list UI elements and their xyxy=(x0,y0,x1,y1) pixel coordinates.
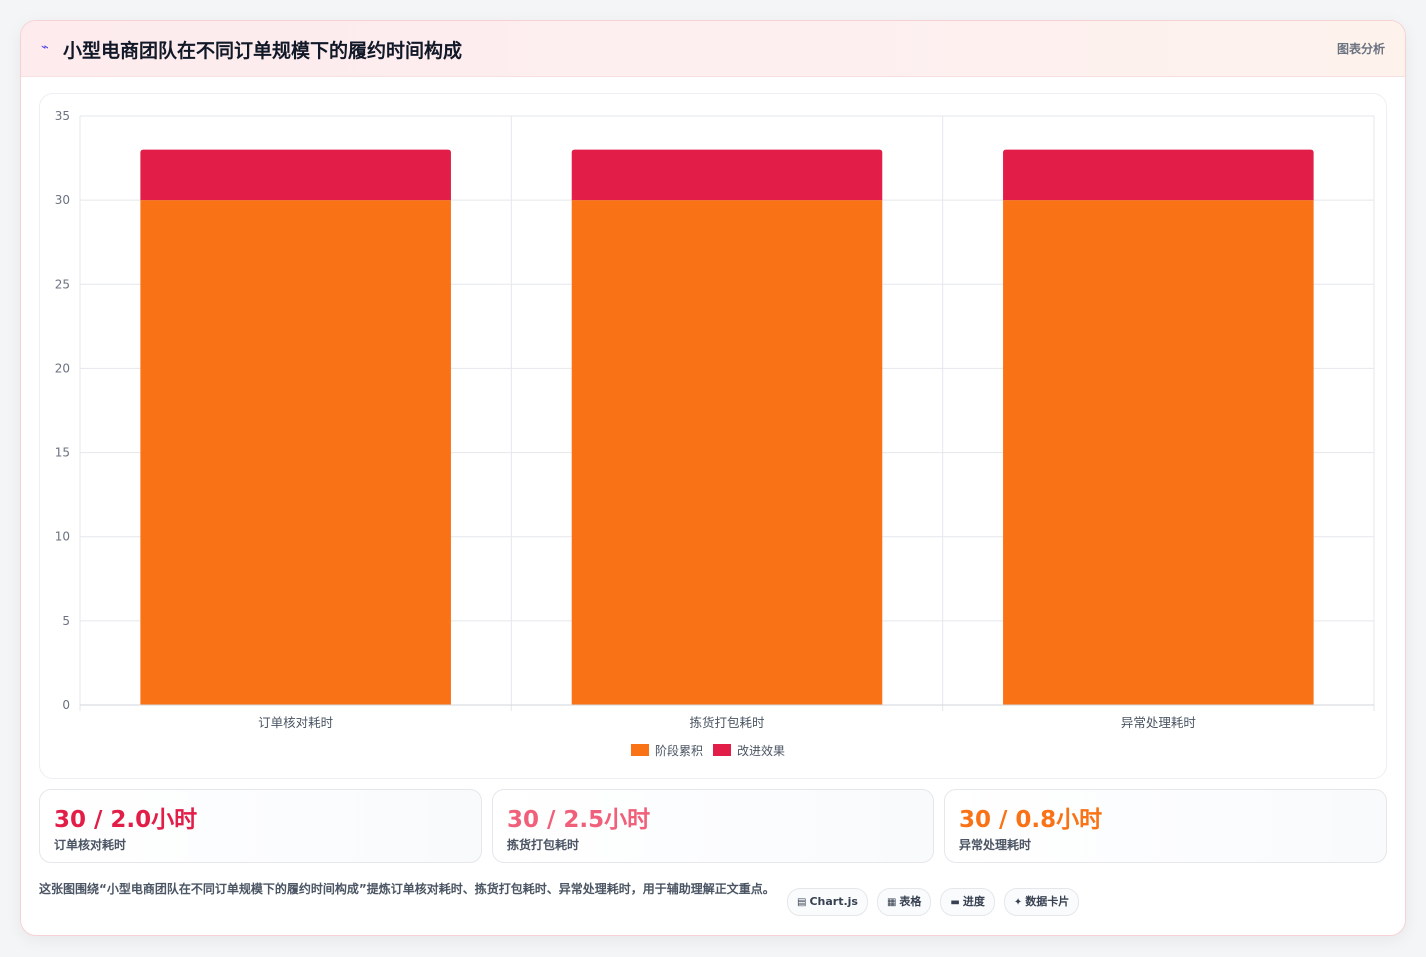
legend-label[interactable]: 改进效果 xyxy=(737,743,785,758)
chart-icon: ▤ xyxy=(797,897,807,908)
legend-label[interactable]: 阶段累积 xyxy=(655,743,703,758)
tag-data-card[interactable]: ✦ 数据卡片 xyxy=(1003,888,1080,916)
y-tick-label: 0 xyxy=(62,698,70,712)
stat-card-order-check: 30 / 2.0小时 订单核对耗时 xyxy=(39,789,482,863)
bar-segment-improvement[interactable] xyxy=(571,149,883,201)
y-tick-label: 20 xyxy=(55,361,70,375)
y-tick-label: 30 xyxy=(55,193,70,207)
stat-label: 订单核对耗时 xyxy=(54,838,127,852)
tag-label: 进度 xyxy=(962,895,985,908)
tag-chartjs[interactable]: ▤ Chart.js xyxy=(787,888,868,916)
tag-table[interactable]: ▦ 表格 xyxy=(876,888,932,916)
x-tick-label: 订单核对耗时 xyxy=(258,715,334,730)
stacked-bar-chart: 0 5 10 15 20 25 30 35 订单核对耗时 拣货打包耗时 异常处理耗时 阶段累积 改进效… xyxy=(55,109,1375,758)
tag-label: 数据卡片 xyxy=(1025,895,1070,908)
card-title: 小型电商团队在不同订单规模下的履约时间构成 xyxy=(63,40,463,62)
stat-card-picking-packing: 30 / 2.5小时 拣货打包耗时 xyxy=(492,789,934,863)
chart-analysis-button[interactable]: 图表分析 xyxy=(1336,42,1385,56)
x-tick-label: 拣货打包耗时 xyxy=(689,715,765,730)
y-tick-label: 10 xyxy=(55,530,70,544)
bar-segment-improvement[interactable] xyxy=(1003,149,1314,201)
chart-container: 0 5 10 15 20 25 30 35 订单核对耗时 拣货打包耗时 异常处理耗时 阶段累积 改进效… xyxy=(39,93,1387,779)
chart-card: ⌁ 小型电商团队在不同订单规模下的履约时间构成 图表分析 0 5 10 15 20 25 3… xyxy=(20,20,1406,936)
stat-card-exception-handling: 30 / 0.8小时 异常处理耗时 xyxy=(944,789,1387,863)
y-tick-label: 15 xyxy=(55,446,70,460)
bar-segment-improvement[interactable] xyxy=(140,149,451,201)
chart-line-icon: ⌁ xyxy=(41,40,49,55)
y-tick-label: 25 xyxy=(55,277,70,291)
tag-label: Chart.js xyxy=(809,895,858,908)
stat-label: 异常处理耗时 xyxy=(959,838,1032,852)
y-tick-label: 5 xyxy=(62,614,70,628)
stat-value: 30 / 0.8小时 xyxy=(959,807,1103,833)
stat-label: 拣货打包耗时 xyxy=(507,838,580,852)
bar-segment-stage[interactable] xyxy=(1003,200,1314,705)
sparkle-icon: ✦ xyxy=(1013,897,1023,908)
tag-progress[interactable]: ▬ 进度 xyxy=(940,888,995,916)
legend-swatch xyxy=(631,744,649,756)
legend-swatch xyxy=(713,744,731,756)
card-header: ⌁ 小型电商团队在不同订单规模下的履约时间构成 图表分析 xyxy=(21,21,1405,77)
stat-value: 30 / 2.5小时 xyxy=(507,807,651,833)
bar-segment-stage[interactable] xyxy=(140,200,451,705)
y-tick-label: 35 xyxy=(55,109,70,123)
tag-list: ▤ Chart.js ▦ 表格 ▬ 进度 ✦ 数据卡片 xyxy=(787,888,1080,916)
chart-description: 这张图围绕“小型电商团队在不同订单规模下的履约时间构成”提炼订单核对耗时、拣货打… xyxy=(39,882,775,896)
stat-value: 30 / 2.0小时 xyxy=(54,807,198,833)
table-icon: ▦ xyxy=(886,897,897,908)
bar-segment-stage[interactable] xyxy=(571,200,883,705)
x-tick-label: 异常处理耗时 xyxy=(1121,715,1197,730)
progress-icon: ▬ xyxy=(950,897,960,908)
tag-label: 表格 xyxy=(899,895,922,908)
